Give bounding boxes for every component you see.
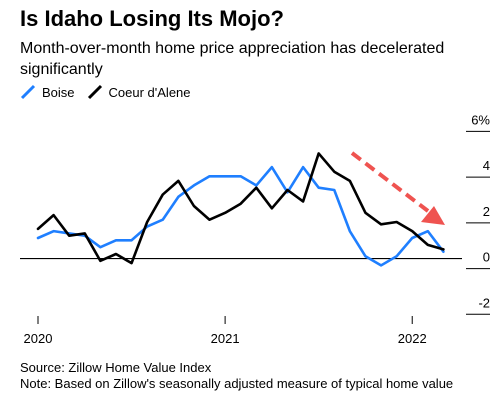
chart-footer: Source: Zillow Home Value Index Note: Ba… (20, 360, 453, 392)
coeur-dalene-legend-line-icon (87, 84, 102, 100)
y-tick-label: 2 (483, 204, 490, 219)
source-note: Source: Zillow Home Value Index (20, 360, 212, 375)
x-tick-label: 2022 (398, 331, 427, 346)
trend-arrow-head-icon (421, 206, 445, 225)
chart-legend: Boise Coeur d'Alene (20, 84, 203, 100)
x-tick-label: 2021 (211, 331, 240, 346)
chart-title: Is Idaho Losing Its Mojo? (20, 6, 284, 31)
y-tick-label: -2 (478, 295, 490, 310)
methodology-note: Note: Based on Zillow's seasonally adjus… (20, 376, 454, 391)
y-tick-label: 6% (471, 112, 490, 127)
boise-legend-line-icon (20, 84, 36, 100)
legend-label-coeur-dalene: Coeur d'Alene (108, 84, 191, 100)
legend-item-boise: Boise (20, 84, 75, 100)
trend-arrow-shaft (350, 151, 430, 213)
y-tick-label: 4 (483, 158, 490, 173)
series-line-coeur-d-alene (36, 152, 445, 265)
y-tick-label: 0 (483, 250, 490, 265)
legend-item-coeur-dalene: Coeur d'Alene (87, 84, 191, 100)
series-line-boise (36, 165, 445, 267)
x-tick-label: 2020 (24, 331, 53, 346)
legend-label-boise: Boise (42, 84, 75, 100)
chart-subtitle: Month-over-month home price appreciation… (20, 40, 445, 78)
